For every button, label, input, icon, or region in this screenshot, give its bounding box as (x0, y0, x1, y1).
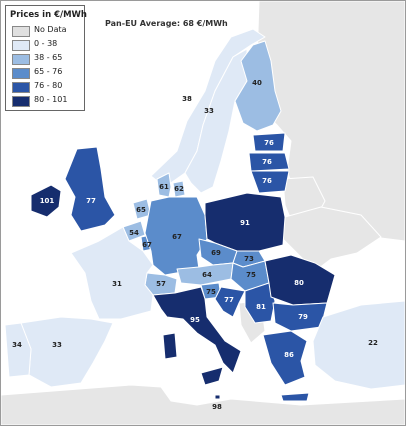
legend-swatch (12, 96, 30, 107)
legend-label: 65 - 76 (34, 67, 63, 76)
legend-swatch (12, 82, 30, 93)
legend-swatch (12, 54, 30, 65)
countries (4, 28, 405, 402)
value-portugal: 34 (12, 341, 22, 349)
country-lithuania (250, 170, 290, 194)
value-estonia: 76 (264, 139, 274, 147)
value-finland: 40 (252, 79, 262, 87)
legend-label: 38 - 65 (34, 53, 63, 62)
value-france: 31 (112, 280, 122, 288)
value-great-britain: 77 (86, 197, 96, 205)
value-malta: 98 (212, 403, 222, 411)
value-luxembourg: 67 (142, 241, 152, 249)
value-labels: 101 77 38 33 40 76 76 76 61 62 65 54 67 … (12, 79, 378, 411)
country-germany (144, 196, 208, 276)
country-malta (214, 394, 221, 400)
value-slovakia: 73 (244, 255, 254, 263)
pan-eu-average-label: Pan-EU Average: 68 €/MWh (105, 19, 228, 28)
value-denmark-east: 62 (174, 185, 184, 193)
country-sardinia (162, 332, 178, 360)
value-romania: 80 (294, 279, 304, 287)
country-france (70, 226, 154, 320)
value-italy: 95 (190, 316, 200, 324)
country-greece (262, 330, 308, 386)
value-latvia: 76 (262, 158, 272, 166)
country-great-britain (64, 146, 116, 232)
legend-label: 80 - 101 (34, 95, 68, 104)
country-turkey (312, 300, 405, 390)
legend-label: 76 - 80 (34, 81, 63, 90)
country-finland (234, 40, 282, 132)
value-czechia: 69 (211, 249, 221, 257)
legend: Prices in €/MWh No Data 0 - 38 38 - 65 6… (5, 5, 87, 111)
value-poland: 91 (240, 219, 250, 227)
value-lithuania: 76 (262, 177, 272, 185)
value-switzerland: 57 (156, 280, 166, 288)
legend-swatch (12, 40, 30, 51)
ukraine-region (282, 206, 382, 272)
value-belgium: 54 (129, 229, 139, 237)
country-latvia (248, 152, 290, 172)
value-bulgaria: 79 (298, 313, 308, 321)
legend-label: No Data (34, 25, 67, 34)
value-turkey: 22 (368, 339, 378, 347)
value-croatia: 77 (224, 296, 234, 304)
value-sweden: 33 (204, 107, 214, 115)
country-denmark-east (172, 180, 186, 198)
legend-label: 0 - 38 (34, 39, 58, 48)
value-greece: 86 (284, 351, 294, 359)
legend-title: Prices in €/MWh (10, 10, 87, 20)
country-ireland (30, 184, 62, 218)
value-spain: 33 (52, 341, 62, 349)
legend-swatch (12, 26, 30, 37)
country-estonia (252, 132, 286, 152)
country-crete (280, 392, 310, 402)
legend-swatch (12, 68, 30, 79)
value-germany: 67 (172, 233, 182, 241)
value-hungary: 75 (246, 271, 256, 279)
country-sicily (200, 366, 224, 386)
value-netherlands: 65 (136, 206, 146, 214)
value-slovenia: 75 (206, 288, 216, 296)
value-serbia: 81 (256, 303, 266, 311)
north-africa-region (1, 384, 405, 425)
country-spain (20, 316, 114, 388)
country-portugal (4, 322, 32, 378)
value-denmark-west: 61 (159, 183, 169, 191)
value-norway: 38 (182, 95, 192, 103)
value-ireland: 101 (40, 197, 55, 205)
country-italy (152, 286, 242, 374)
country-denmark-west (156, 172, 172, 198)
value-austria: 64 (202, 271, 212, 279)
